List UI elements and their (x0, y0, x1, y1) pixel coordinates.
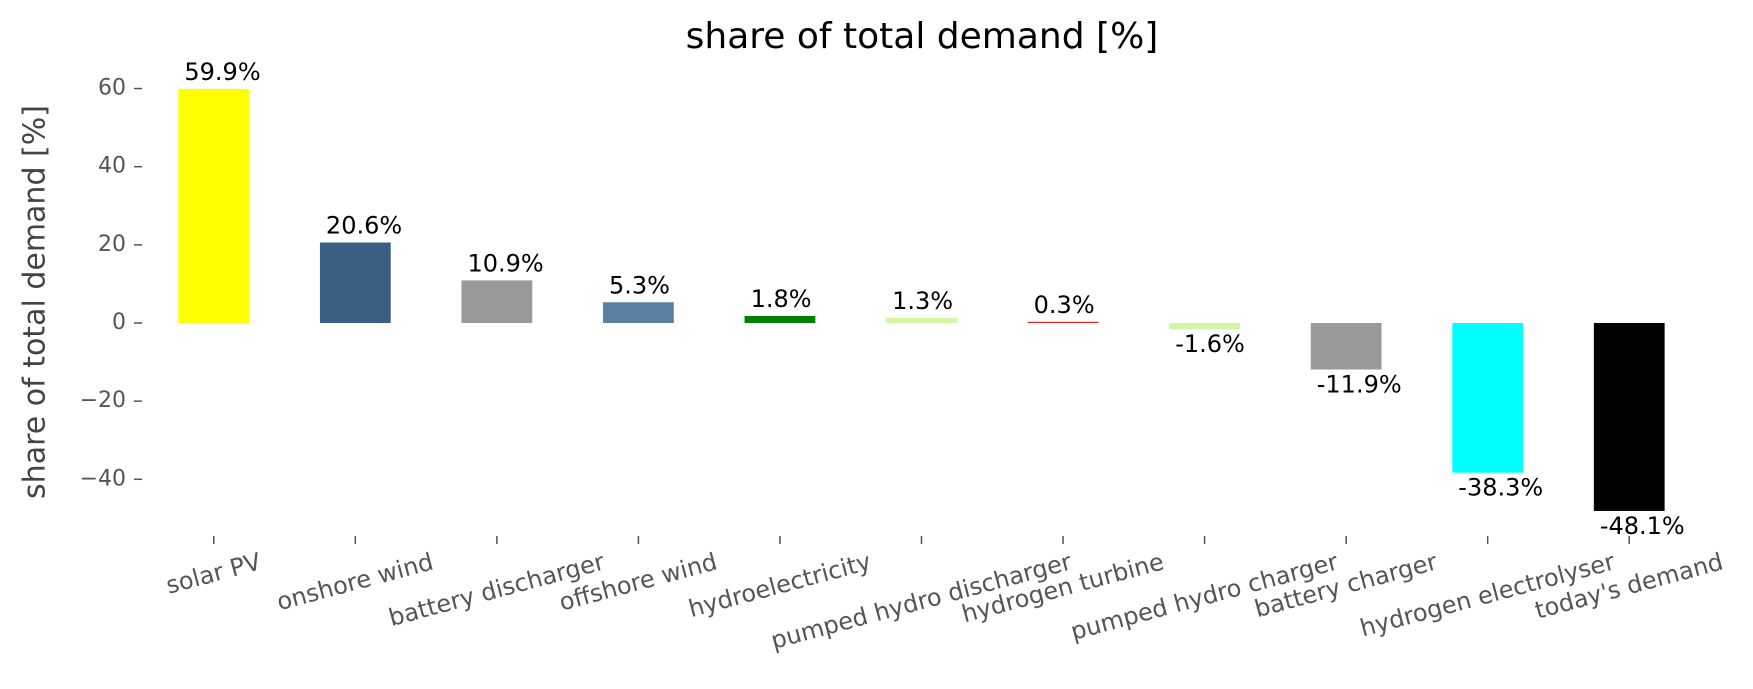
x-tick-label: solar PV (163, 547, 264, 599)
bar (1452, 322, 1524, 473)
value-label: -48.1% (1600, 512, 1685, 540)
bar (1027, 321, 1099, 323)
y-tick-label: 40 (98, 154, 126, 179)
bar (1593, 322, 1665, 511)
bar (886, 317, 957, 323)
value-label: -11.9% (1317, 370, 1402, 398)
value-label: 1.8% (751, 285, 812, 313)
value-label: -1.6% (1175, 330, 1245, 358)
y-axis-label: share of total demand [%] (18, 105, 53, 499)
y-tick-label: 60 (98, 76, 126, 101)
value-label: -38.3% (1458, 474, 1543, 502)
bar (178, 88, 250, 323)
value-label: 1.3% (892, 287, 953, 315)
bar (319, 242, 391, 323)
value-label: 10.9% (467, 249, 543, 277)
value-label: 0.3% (1034, 291, 1095, 319)
bar (1310, 322, 1382, 370)
value-label: 59.9% (184, 58, 260, 86)
value-label: 5.3% (609, 271, 670, 299)
bar (744, 315, 816, 323)
y-tick-label: 20 (98, 232, 126, 257)
chart-title: share of total demand [%] (686, 16, 1159, 57)
y-tick-label: −20 (80, 388, 126, 413)
value-label: 20.6% (326, 211, 402, 239)
bar (1169, 322, 1240, 330)
bar (603, 302, 674, 323)
bar (461, 280, 533, 323)
y-tick-label: −40 (80, 466, 126, 491)
y-tick-label: 0 (112, 310, 126, 335)
